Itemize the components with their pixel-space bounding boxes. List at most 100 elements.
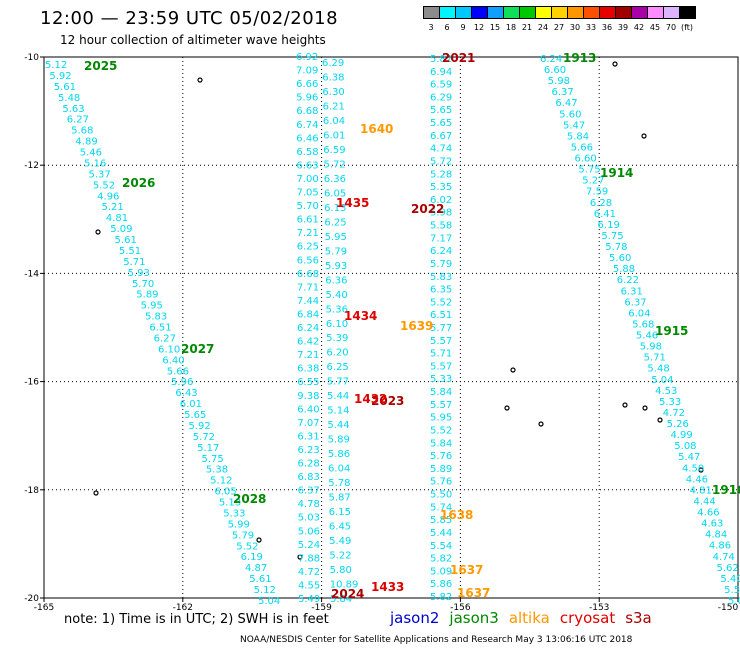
wave-height-value: 6.02: [430, 195, 452, 206]
wave-height-value: 5.46: [636, 331, 658, 342]
wave-height-value: 5.12: [254, 585, 276, 596]
track-label: 1637: [457, 586, 490, 600]
wave-height-value: 5.58: [430, 221, 452, 232]
wave-height-value: 5.89: [430, 464, 452, 475]
wave-height-value: 5.98: [640, 342, 662, 353]
wave-height-value: 6.25: [327, 362, 349, 373]
wave-height-value: 6.04: [323, 116, 345, 127]
wave-height-value: 6.43: [175, 388, 197, 399]
wave-height-value: 5.79: [325, 246, 347, 257]
wave-height-value: 5.89: [328, 435, 350, 446]
wave-height-value: 6.58: [296, 147, 318, 158]
legend-label: 27: [553, 23, 565, 32]
wave-height-value: 5.35: [430, 182, 452, 193]
wave-height-value: 6.36: [325, 275, 347, 286]
wave-height-value: 7.00: [296, 174, 318, 185]
wave-height-value: 5.33: [223, 508, 245, 519]
wave-height-value: 5.85: [430, 515, 452, 526]
track-label: 1639: [400, 319, 433, 333]
wave-height-value: 5.40: [325, 290, 347, 301]
wave-height-value: 5.36: [326, 304, 348, 315]
wave-height-value: 5.28: [430, 169, 452, 180]
wave-height-value: 6.84: [297, 309, 319, 320]
satellite-s3a: s3a: [625, 609, 652, 627]
wave-height-value: 4.87: [245, 563, 267, 574]
wave-height-value: 5.44: [327, 420, 349, 431]
wave-height-value: 5.84: [430, 387, 452, 398]
legend-label: (ft): [680, 23, 694, 32]
wave-height-value: 5.65: [430, 118, 452, 129]
wave-height-value: 5.86: [430, 579, 452, 590]
lon-label: -150: [718, 603, 739, 613]
wave-height-value: 6.24: [430, 246, 452, 257]
track-label: 1637: [450, 563, 483, 577]
track-label: 1432: [354, 392, 387, 406]
wave-height-value: 6.59: [323, 145, 345, 156]
wave-height-value: 5.92: [49, 71, 71, 82]
wave-height-value: 5.52: [93, 180, 115, 191]
track-label: 2027: [181, 342, 214, 356]
wave-height-value: 5.87: [328, 493, 350, 504]
wave-height-value: 5.95: [141, 301, 163, 312]
wave-height-value: 5.65: [184, 410, 206, 421]
wave-height-value: 7.07: [297, 418, 319, 429]
wave-height-value: 6.66: [296, 79, 318, 90]
wave-height-value: 5.84: [430, 438, 452, 449]
legend-label: 9: [460, 23, 466, 32]
wave-height-value: 5.66: [167, 366, 189, 377]
wave-height-value: 6.37: [624, 297, 646, 308]
wave-height-value: 4.81: [690, 485, 712, 496]
wave-height-value: 6.13: [324, 203, 346, 214]
legend-label: 70: [665, 23, 677, 32]
wave-height-value: 5.47: [563, 120, 585, 131]
wave-height-value: 5.68: [71, 126, 93, 137]
wave-height-value: 5.24: [298, 540, 320, 551]
track-label: 2024: [331, 587, 364, 601]
wave-height-value: 6.92: [296, 52, 318, 63]
wave-height-value: 5.75: [578, 165, 600, 176]
island-mark: [612, 61, 618, 67]
wave-height-value: 6.23: [297, 445, 319, 456]
wave-height-value: 5.60: [609, 253, 631, 264]
wave-height-value: 5.57: [430, 400, 452, 411]
track-label: 1433: [371, 580, 404, 594]
wave-height-value: 5.02: [728, 596, 740, 607]
wave-height-value: 5.38: [206, 465, 228, 476]
wave-height-value: 6.25: [297, 242, 319, 253]
track-label: 1915: [655, 324, 688, 338]
wave-height-value: 5.88: [613, 264, 635, 275]
wave-height-value: 5.53: [724, 585, 740, 596]
wave-height-value: 6.04: [628, 308, 650, 319]
track-label: 1638: [440, 508, 473, 522]
wave-height-value: 4.96: [97, 191, 119, 202]
wave-height-value: 5.71: [123, 257, 145, 268]
wave-height-value: 4.53: [655, 386, 677, 397]
wave-height-value: 5.75: [201, 454, 223, 465]
wave-height-value: 5.72: [324, 159, 346, 170]
legend-label: 45: [649, 23, 661, 32]
satellite-cryosat: cryosat: [559, 609, 616, 627]
lat-label: -14: [24, 269, 39, 279]
wave-height-value: 6.37: [552, 87, 574, 98]
wave-height-value: 5.17: [197, 443, 219, 454]
track-label: 1435: [336, 196, 369, 210]
wave-height-value: 4.74: [713, 552, 735, 563]
lon-label: -159: [311, 603, 332, 613]
track-label: 1434: [344, 309, 377, 323]
wave-height-value: 5.96: [171, 377, 193, 388]
wave-height-value: 4.46: [686, 474, 708, 485]
satellite-legend: jason2 jason3 altika cryosat s3a: [390, 609, 662, 627]
wave-height-value: 5.12: [210, 476, 232, 487]
wave-height-value: 7.21: [297, 350, 319, 361]
lon-label: -156: [450, 603, 471, 613]
wave-height-value: 6.63: [296, 160, 318, 171]
track-label: 1914: [600, 166, 633, 180]
wave-height-value: 5.03: [298, 513, 320, 524]
wave-height-value: 5.61: [54, 82, 76, 93]
legend-label: 18: [505, 23, 517, 32]
track-label: 2023: [371, 394, 404, 408]
wave-height-value: 5.89: [136, 290, 158, 301]
legend-swatches: [423, 6, 696, 19]
wave-height-value: 6.24: [540, 54, 562, 65]
legend-label: 39: [617, 23, 629, 32]
